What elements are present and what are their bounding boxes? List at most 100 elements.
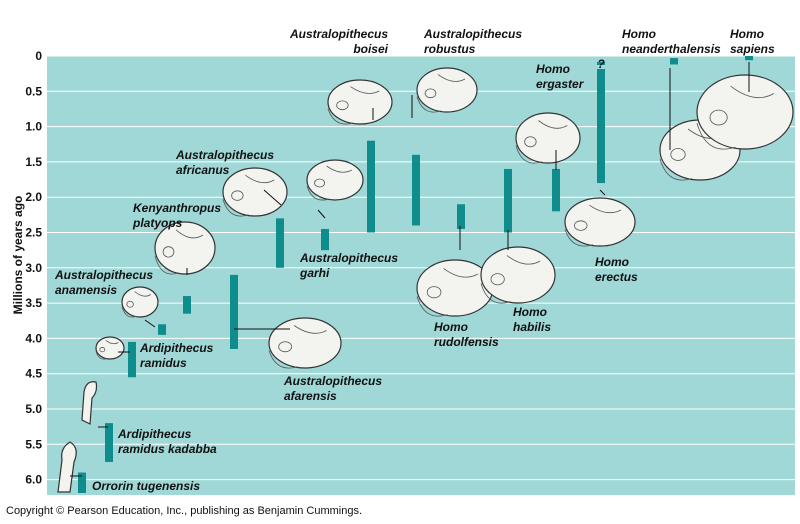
skull-eye-socket (524, 136, 537, 148)
skull-cranium (121, 286, 159, 318)
skull-suture (350, 86, 380, 94)
skull-cranium (416, 67, 478, 113)
label-anamensis: anamensis (55, 283, 117, 297)
leader-line (263, 189, 282, 206)
skull-jaw (327, 108, 354, 125)
label-boisei: boisei (353, 42, 388, 56)
bar-afarensis (230, 274, 238, 349)
bone-orrorin (57, 441, 77, 493)
uncertain-dash (597, 69, 605, 72)
y-tick-label: 3.0 (25, 261, 42, 275)
skull-suture (245, 174, 275, 184)
bar-ard-kadabba (105, 423, 113, 462)
y-tick-label: 1.5 (25, 155, 42, 169)
skull-cranium (268, 317, 342, 369)
skull-suture (730, 85, 774, 99)
skull-eye-socket (126, 300, 134, 308)
label-sapiens: sapiens (730, 42, 775, 56)
uncertain-dash (597, 76, 605, 79)
skull-suture (437, 74, 466, 82)
bar-erectus (597, 70, 605, 184)
skull-erectus (564, 197, 636, 247)
skull-jaw (95, 351, 108, 360)
y-tick-label: 0.5 (25, 84, 42, 98)
label-kenyanthropus: platyops (132, 216, 183, 230)
skull-jaw (222, 199, 249, 217)
y-tick-label: 3.5 (25, 296, 42, 310)
skull-rudolfensis (416, 259, 494, 317)
skull-jaw (416, 296, 448, 317)
label-erectus: Homo (595, 255, 629, 269)
label-anamensis: Australopithecus (54, 268, 153, 282)
y-tick-label: 2.0 (25, 190, 42, 204)
label-africanus: Australopithecus (175, 148, 274, 162)
label-rudolfensis: rudolfensis (434, 335, 499, 349)
label-neanderthalensis: Homo (622, 27, 656, 41)
y-tick-label: 5.0 (25, 402, 42, 416)
y-tick-label: 6.0 (25, 473, 42, 487)
label-habilis: Homo (513, 305, 547, 319)
skull-africanus (222, 167, 288, 217)
skull-robustus (416, 67, 478, 113)
label-ard-kadabba: Ardipithecus (117, 427, 192, 441)
skull-suture (443, 268, 478, 278)
skull-jaw (268, 350, 298, 369)
skull-cranium (696, 74, 794, 150)
skull-jaw (121, 306, 137, 318)
skull-eye-socket (314, 178, 326, 188)
skull-suture (105, 339, 119, 345)
leader-line (144, 319, 156, 328)
skull-jaw (696, 122, 736, 150)
label-robustus: Australopithecus (423, 27, 522, 41)
skull-cranium (515, 112, 581, 164)
skull-cranium (306, 159, 364, 201)
bar-kenyanthropus (183, 296, 191, 314)
uncertain-dash (597, 62, 605, 65)
skull-eye-socket (709, 109, 728, 126)
label-ergaster: Homo (536, 62, 570, 76)
skull-eye-socket (231, 190, 244, 201)
label-orrorin: Orrorin tugenensis (92, 479, 200, 493)
label-robustus: robustus (424, 42, 476, 56)
skull-afarensis (268, 317, 342, 369)
label-garhi: garhi (299, 266, 330, 280)
y-tick-labels: 0 0.5 1.0 1.5 2.0 2.5 3.0 3.5 4.0 4.5 5.0 5.5 6.0 (25, 49, 42, 487)
skull-eye-socket (574, 220, 588, 231)
skull-kenyanthropus (154, 221, 216, 275)
bar-boisei (367, 140, 375, 233)
skull-eye-socket (99, 347, 106, 353)
y-tick-label: 2.5 (25, 226, 42, 240)
label-rudolfensis: Homo (434, 320, 468, 334)
y-tick-label: 4.0 (25, 331, 42, 345)
label-africanus: africanus (176, 163, 230, 177)
skull-jaw (659, 158, 693, 181)
skull-ergaster (515, 112, 581, 164)
label-boisei: Australopithecus (289, 27, 388, 41)
skull-suture (506, 255, 541, 265)
skull-suture (326, 165, 352, 173)
y-tick-label: 5.5 (25, 437, 42, 451)
skull-jaw (564, 229, 594, 247)
skull-cranium (480, 246, 556, 304)
label-ard-kadabba: ramidus kadabba (118, 442, 217, 456)
skull-jaw (306, 185, 330, 201)
leader-line (317, 209, 326, 219)
leader-lines (70, 62, 750, 477)
skull-suture (589, 204, 622, 214)
skull-illustrations (57, 67, 794, 493)
skull-cranium (564, 197, 636, 247)
label-kenyanthropus: Kenyanthropus (133, 201, 221, 215)
skull-cranium (95, 336, 125, 360)
skull-habilis (480, 246, 556, 304)
label-afarensis: Australopithecus (283, 374, 382, 388)
label-afarensis: afarensis (284, 389, 337, 403)
skull-suture (293, 325, 327, 334)
skull-eye-socket (426, 286, 442, 299)
species-bars: ? (78, 56, 753, 493)
bar-orrorin (78, 472, 86, 493)
leader-line (599, 189, 606, 196)
label-erectus: erectus (595, 270, 638, 284)
label-neanderthalensis: neanderthalensis (622, 42, 721, 56)
